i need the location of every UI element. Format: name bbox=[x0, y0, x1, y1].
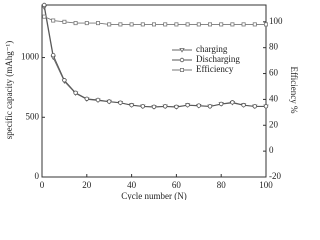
point bbox=[84, 21, 89, 26]
point bbox=[241, 102, 246, 108]
point bbox=[84, 96, 89, 101]
plot-frame bbox=[41, 4, 267, 178]
point bbox=[140, 22, 145, 27]
point bbox=[42, 2, 47, 8]
point bbox=[179, 48, 185, 53]
y2-tick-label: 60 bbox=[269, 68, 279, 78]
legend-label: Efficiency bbox=[196, 64, 234, 74]
point bbox=[218, 101, 224, 107]
point bbox=[174, 104, 179, 109]
point bbox=[252, 104, 257, 109]
point bbox=[162, 104, 168, 109]
point bbox=[196, 22, 201, 27]
chart: specific capacity (mAhg⁻¹) Efficiency % … bbox=[4, 2, 299, 200]
point bbox=[207, 104, 213, 109]
point bbox=[185, 22, 190, 27]
point bbox=[51, 18, 56, 23]
y2-tick-label: 40 bbox=[269, 93, 279, 103]
y2-tick-label: 80 bbox=[269, 42, 279, 52]
point bbox=[151, 104, 157, 109]
x-tick-label: 60 bbox=[172, 180, 182, 190]
point bbox=[107, 22, 112, 27]
point bbox=[151, 22, 156, 27]
point bbox=[62, 19, 67, 24]
point bbox=[263, 22, 268, 27]
point bbox=[42, 14, 47, 19]
point bbox=[174, 22, 179, 27]
y-tick-label: 500 bbox=[26, 111, 40, 121]
point bbox=[129, 22, 134, 27]
point bbox=[95, 97, 101, 103]
point bbox=[230, 22, 235, 27]
point bbox=[179, 57, 185, 63]
x-tick-label: 100 bbox=[259, 180, 273, 190]
point bbox=[118, 22, 123, 27]
point bbox=[106, 99, 112, 104]
point bbox=[196, 103, 201, 108]
y2-tick-label: 100 bbox=[269, 16, 283, 26]
y2-axis-label: Efficiency % bbox=[289, 66, 299, 114]
x-tick-label: 80 bbox=[217, 180, 227, 190]
point bbox=[140, 104, 145, 109]
point bbox=[185, 102, 190, 108]
point bbox=[62, 78, 67, 83]
y-tick-label: 1000 bbox=[21, 52, 40, 62]
point bbox=[73, 90, 78, 95]
point bbox=[219, 22, 224, 27]
point bbox=[73, 21, 78, 26]
point bbox=[263, 104, 269, 109]
point bbox=[51, 52, 56, 58]
point bbox=[241, 22, 246, 27]
x-tick-label: 0 bbox=[40, 180, 45, 190]
point bbox=[230, 100, 235, 105]
point bbox=[252, 22, 257, 27]
y-tick-label: 0 bbox=[35, 171, 40, 181]
x-axis-label: Cycle number (N) bbox=[121, 191, 186, 200]
x-tick-label: 20 bbox=[82, 180, 92, 190]
y-axis-label: specific capacity (mAhg⁻¹) bbox=[4, 41, 14, 139]
legend-label: Discharging bbox=[196, 54, 240, 64]
y2-tick-label: -20 bbox=[269, 171, 281, 181]
legend-label: charging bbox=[196, 44, 228, 54]
point bbox=[179, 68, 184, 73]
point bbox=[118, 100, 123, 105]
y2-tick-label: 0 bbox=[269, 145, 274, 155]
point bbox=[129, 102, 134, 108]
y2-tick-label: 20 bbox=[269, 119, 279, 129]
x-tick-label: 40 bbox=[127, 180, 137, 190]
point bbox=[207, 22, 212, 27]
point bbox=[163, 22, 168, 27]
point bbox=[96, 21, 101, 26]
